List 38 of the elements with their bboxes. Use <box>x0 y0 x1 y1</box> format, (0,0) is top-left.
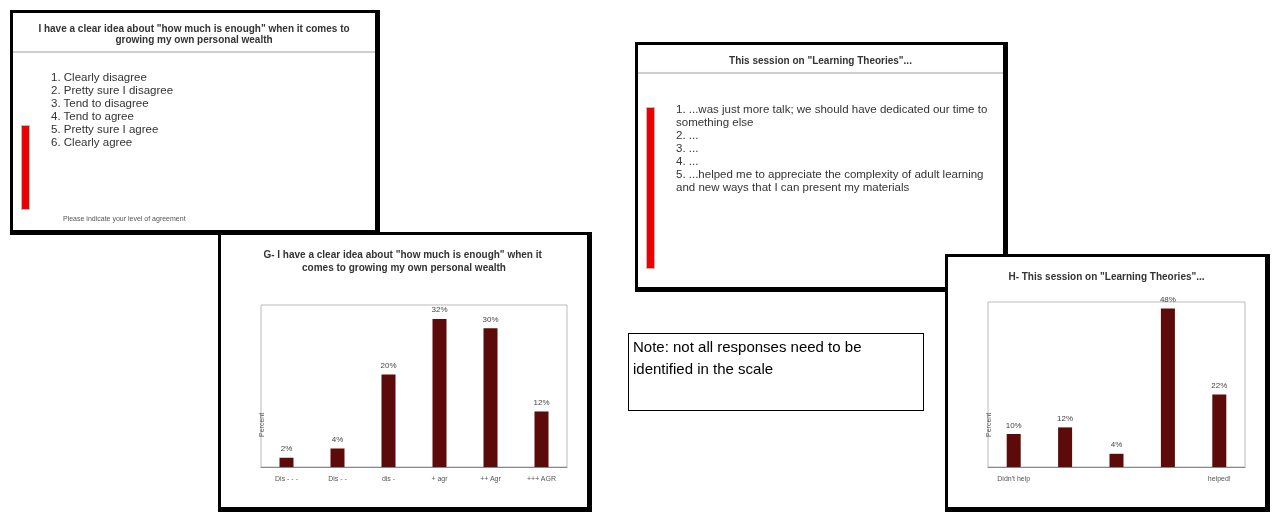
data-label: 48% <box>1159 295 1176 305</box>
chart-title: H- This session on "Learning Theories"... <box>1008 271 1205 282</box>
text: 1. Clearly disagree <box>51 71 148 84</box>
text: 4. Tend to agree <box>51 110 135 123</box>
text: This session on "Learning Theories"... <box>638 45 1003 74</box>
bar <box>1058 427 1073 467</box>
bar <box>1006 434 1021 467</box>
data-label: 2% <box>280 444 293 454</box>
text: I have a clear idea about "how much is enough" when it comes to growing my own personal wealth <box>13 13 375 53</box>
text: 1. ...was just more talk; we should have dedicated our time to something else <box>676 103 989 129</box>
data-label: 12% <box>1057 413 1074 423</box>
bar <box>381 374 396 467</box>
bar <box>1109 453 1124 467</box>
data-label: 4% <box>331 434 344 444</box>
data-label: 20% <box>380 360 397 370</box>
text: 4. ... <box>676 155 700 168</box>
text: 2. ... <box>676 129 700 142</box>
bar <box>1160 308 1175 467</box>
text: Note: not all responses need to be identified in the scale <box>633 337 863 379</box>
text: 5. Pretty sure I agree <box>51 123 160 136</box>
data-label: 10% <box>1005 420 1022 430</box>
text: 3. ... <box>676 142 700 155</box>
bar <box>1212 394 1227 467</box>
data-label: 30% <box>482 314 499 324</box>
bar <box>432 318 447 467</box>
text: 5. ...helped me to appreciate the complexity of adult learning and new ways that I can present my materials <box>676 168 985 194</box>
bar <box>534 411 549 467</box>
chart-title: G- I have a clear idea about "how much is enough" when it comes to growing my own personal wealth <box>263 249 545 273</box>
text: 3. Tend to disagree <box>51 97 150 110</box>
data-label: 22% <box>1211 380 1228 390</box>
bar <box>483 328 498 467</box>
data-label: 4% <box>1110 440 1123 450</box>
bar <box>330 448 345 467</box>
data-label: 32% <box>431 305 448 315</box>
text: 6. Clearly agree <box>51 136 134 149</box>
data-label: 12% <box>533 397 550 407</box>
bar <box>279 457 294 467</box>
text: 2. Pretty sure I disagree <box>51 84 175 97</box>
